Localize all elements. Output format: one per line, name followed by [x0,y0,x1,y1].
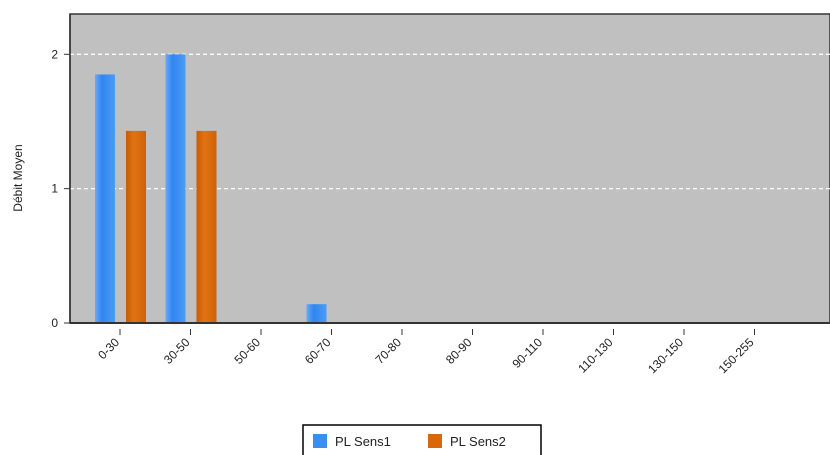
legend-swatch-series-1 [313,434,327,448]
bars [95,54,327,324]
x-tick-label: 130-150 [645,335,686,376]
y-tick-label: 2 [51,47,58,61]
x-tick-label: 110-130 [575,335,616,376]
legend-label-series-1: PL Sens1 [335,434,391,449]
bar-series-2 [196,130,217,323]
bar-series-1 [306,304,327,323]
bar-series-1 [95,74,115,324]
bar-series-2 [126,130,146,323]
legend-label-series-2: PL Sens2 [450,434,506,449]
x-tick-label: 150-255 [716,335,757,376]
legend-box [302,424,542,455]
x-tick-label: 60-70 [302,335,334,367]
x-tick-label: 30-50 [161,335,193,367]
x-tick-label: 90-110 [509,335,545,371]
y-axis-ticks: 0 1 2 [51,47,70,330]
bar-series-1 [165,54,186,323]
x-tick-label: 80-90 [443,335,475,367]
y-axis-label: Débit Moyen [11,144,25,211]
x-axis-ticks: 0-30 30-50 50-60 60-70 70-80 80-90 90-110 110-1… [95,329,757,376]
y-tick-label: 1 [51,182,58,196]
legend-swatch-series-2 [428,434,442,448]
x-tick-label: 70-80 [373,335,405,367]
x-tick-label: 0-30 [95,335,122,362]
legend: PL Sens1 PL Sens2 [302,424,542,455]
y-tick-label: 0 [51,316,58,330]
x-tick-label: 50-60 [232,335,264,367]
